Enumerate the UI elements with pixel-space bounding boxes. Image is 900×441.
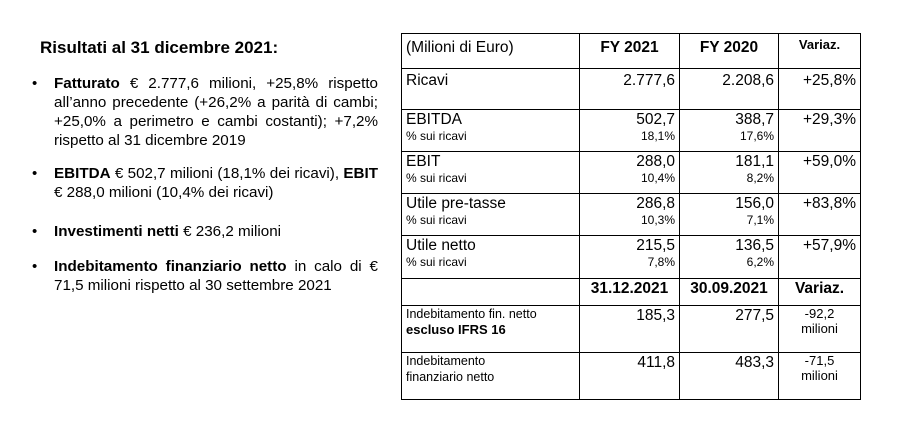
financial-table: (Milioni di Euro) FY 2021 FY 2020 Variaz… [401, 33, 861, 400]
row-sublabel: % sui ricavi [406, 213, 467, 227]
table-header-row: (Milioni di Euro) FY 2021 FY 2020 Variaz… [401, 33, 861, 69]
subheader-variation: Variaz. [778, 278, 861, 306]
debt-value-2: 277,5 [679, 305, 779, 353]
row-pct-fy2020: 8,2% [746, 171, 774, 185]
debt-value-1: 411,8 [579, 352, 680, 400]
header-unit-label: (Milioni di Euro) [401, 33, 580, 69]
subheader-empty [401, 278, 580, 306]
debt-label-cell: Indebitamento fin. netto escluso IFRS 16 [401, 305, 580, 353]
row-pct-fy2021: 10,4% [640, 171, 675, 185]
row-value-fy2020-cell: 136,5 6,2% [679, 235, 779, 279]
table-row: EBITDA % sui ricavi 502,7 18,1% 388,7 17… [401, 109, 861, 152]
bullet-text: € 2.777,6 milioni, +25,8% rispetto all’a… [54, 75, 378, 149]
debt-label-cell: Indebitamento finanziario netto [401, 352, 580, 400]
bullet-dot-icon: • [32, 258, 38, 275]
row-label: Utile pre-tasse [406, 195, 506, 212]
row-value-fy2021-cell: 288,0 10,4% [579, 151, 680, 194]
row-pct-fy2020: 17,6% [739, 129, 774, 143]
results-summary: Risultati al 31 dicembre 2021: • Fattura… [28, 30, 378, 295]
debt-variation-value: -71,5 [804, 353, 835, 368]
bullet-text: € 502,7 milioni (18,1% dei ricavi), [110, 165, 344, 182]
row-variation: +59,0% [778, 151, 861, 194]
debt-label-line1: Indebitamento [406, 354, 486, 368]
row-variation: +83,8% [778, 193, 861, 236]
row-value-fy2020: 181,1 [735, 153, 774, 170]
results-bullet-list: • Fatturato € 2.777,6 milioni, +25,8% ri… [28, 74, 378, 295]
row-variation: +57,9% [778, 235, 861, 279]
debt-label-line2: finanziario netto [406, 370, 495, 384]
row-value-fy2020: 2.208,6 [679, 68, 779, 110]
row-label: Ricavi [401, 68, 580, 110]
debt-variation-cell: -92,2 milioni [778, 305, 861, 353]
debt-variation-unit: milioni [801, 368, 838, 383]
subheader-date-1: 31.12.2021 [579, 278, 680, 306]
bullet-bold-label: EBITDA [54, 165, 111, 182]
results-heading: Risultati al 31 dicembre 2021: [40, 38, 279, 57]
row-value-fy2021: 288,0 [636, 153, 675, 170]
bullet-dot-icon: • [32, 165, 38, 182]
row-value-fy2020: 136,5 [735, 237, 774, 254]
debt-label-line1: Indebitamento fin. netto [406, 307, 537, 321]
row-pct-fy2021: 7,8% [647, 255, 675, 269]
table-row: Indebitamento finanziario netto 411,8 48… [401, 352, 861, 400]
row-pct-fy2021: 18,1% [640, 129, 675, 143]
header-variation: Variaz. [778, 33, 861, 69]
bullet-text-2: € 288,0 milioni (10,4% dei ricavi) [54, 184, 274, 201]
bullet-text: € 236,2 milioni [178, 223, 282, 240]
bullet-ebitda: • EBITDA € 502,7 milioni (18,1% dei rica… [28, 164, 378, 202]
row-value-fy2021-cell: 502,7 18,1% [579, 109, 680, 152]
bullet-investimenti: • Investimenti netti € 236,2 milioni [28, 222, 378, 241]
bullet-dot-icon: • [32, 75, 38, 92]
row-pct-fy2021: 10,3% [640, 213, 675, 227]
debt-value-1: 185,3 [579, 305, 680, 353]
row-value-fy2021: 502,7 [636, 111, 675, 128]
row-label-cell: Utile netto % sui ricavi [401, 235, 580, 279]
row-sublabel: % sui ricavi [406, 255, 467, 269]
bullet-bold-label: Fatturato [54, 75, 120, 92]
row-value-fy2020-cell: 156,0 7,1% [679, 193, 779, 236]
table-subheader-row: 31.12.2021 30.09.2021 Variaz. [401, 278, 861, 306]
row-label-cell: EBIT % sui ricavi [401, 151, 580, 194]
table-row: EBIT % sui ricavi 288,0 10,4% 181,1 8,2%… [401, 151, 861, 194]
row-sublabel: % sui ricavi [406, 129, 467, 143]
row-label: Utile netto [406, 237, 476, 254]
table-row: Utile pre-tasse % sui ricavi 286,8 10,3%… [401, 193, 861, 236]
bullet-bold-label-2: EBIT [343, 165, 378, 182]
debt-variation-cell: -71,5 milioni [778, 352, 861, 400]
row-pct-fy2020: 7,1% [746, 213, 774, 227]
bullet-text: in calo di € 71,5 milioni rispetto al 30… [54, 258, 378, 294]
row-value-fy2021: 286,8 [636, 195, 675, 212]
bullet-bold-label: Indebitamento finanziario netto [54, 258, 287, 275]
debt-variation-unit: milioni [801, 321, 838, 336]
table-row: Utile netto % sui ricavi 215,5 7,8% 136,… [401, 235, 861, 279]
table-row: Indebitamento fin. netto escluso IFRS 16… [401, 305, 861, 353]
row-value-fy2021: 215,5 [636, 237, 675, 254]
row-pct-fy2020: 6,2% [746, 255, 774, 269]
row-value-fy2021-cell: 215,5 7,8% [579, 235, 680, 279]
row-variation: +29,3% [778, 109, 861, 152]
row-sublabel: % sui ricavi [406, 171, 467, 185]
row-value-fy2020: 156,0 [735, 195, 774, 212]
bullet-dot-icon: • [32, 223, 38, 240]
bullet-bold-label: Investimenti netti [54, 223, 179, 240]
row-value-fy2020-cell: 388,7 17,6% [679, 109, 779, 152]
bullet-fatturato: • Fatturato € 2.777,6 milioni, +25,8% ri… [28, 74, 378, 150]
row-value-fy2020-cell: 181,1 8,2% [679, 151, 779, 194]
bullet-indebitamento: • Indebitamento finanziario netto in cal… [28, 257, 378, 295]
debt-label-line2: escluso IFRS 16 [406, 322, 506, 337]
row-label-cell: EBITDA % sui ricavi [401, 109, 580, 152]
subheader-date-2: 30.09.2021 [679, 278, 779, 306]
row-value-fy2021-cell: 286,8 10,3% [579, 193, 680, 236]
row-value-fy2020: 388,7 [735, 111, 774, 128]
row-label: EBIT [406, 153, 441, 170]
header-fy2020: FY 2020 [679, 33, 779, 69]
row-label: EBITDA [406, 111, 462, 128]
debt-value-2: 483,3 [679, 352, 779, 400]
row-value-fy2021: 2.777,6 [579, 68, 680, 110]
row-variation: +25,8% [778, 68, 861, 110]
row-label-cell: Utile pre-tasse % sui ricavi [401, 193, 580, 236]
table-row: Ricavi 2.777,6 2.208,6 +25,8% [401, 68, 861, 110]
debt-variation-value: -92,2 [804, 306, 835, 321]
header-fy2021: FY 2021 [579, 33, 680, 69]
